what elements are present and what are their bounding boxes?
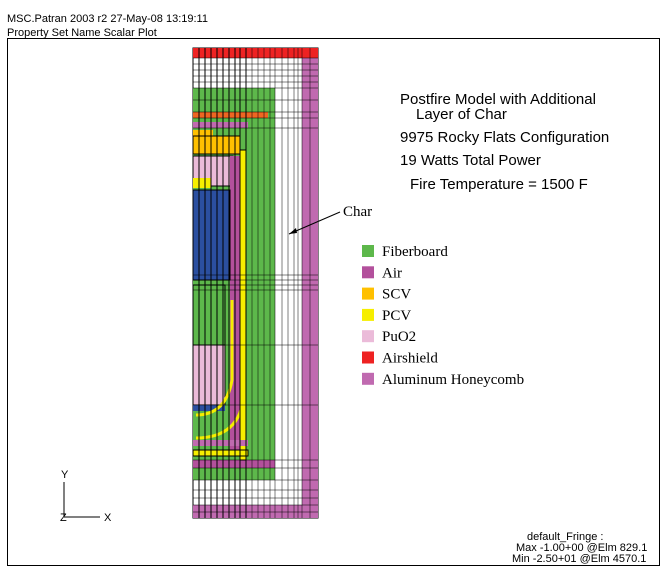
legend-swatch xyxy=(362,330,374,343)
band xyxy=(193,112,268,118)
legend-swatch xyxy=(362,351,374,364)
footer-line: Max -1.00+00 @Elm 829.1 xyxy=(516,542,647,554)
pcv-curve xyxy=(195,300,234,417)
green-block xyxy=(192,284,226,346)
legend-label: Aluminum Honeycomb xyxy=(382,372,524,388)
legend-label: PuO2 xyxy=(382,329,416,345)
axis-label: Y xyxy=(61,469,69,481)
title-line: Fire Temperature = 1500 F xyxy=(410,176,588,193)
pcv-base xyxy=(192,449,249,457)
band xyxy=(193,122,248,128)
axis-label: X xyxy=(104,512,112,524)
legend-label: SCV xyxy=(382,287,411,303)
model xyxy=(192,47,319,519)
header-line: Property Set Name Scalar Plot xyxy=(7,27,157,39)
title-line: Postfire Model with Additional xyxy=(400,91,596,108)
annotation-arrow xyxy=(288,211,341,235)
legend-swatch xyxy=(362,287,374,300)
header-line: MSC.Patran 2003 r2 27-May-08 13:19:11 xyxy=(7,13,208,25)
pcv-curve xyxy=(195,394,246,440)
viewport-frame xyxy=(7,38,660,566)
puo2-block xyxy=(192,344,226,406)
legend-swatch xyxy=(362,245,374,257)
legend-swatch xyxy=(362,308,374,321)
honeycomb-bottom xyxy=(193,505,318,518)
legend-swatch xyxy=(362,372,374,385)
scv-part xyxy=(193,130,213,138)
air-band xyxy=(193,460,275,468)
legend-label: Air xyxy=(382,265,402,281)
title-line: 9975 Rocky Flats Configuration xyxy=(400,129,609,146)
axis-label: Z xyxy=(60,512,67,524)
footer-line: default_Fringe : xyxy=(527,531,603,543)
title-line: 19 Watts Total Power xyxy=(400,152,541,169)
airshield-top xyxy=(193,48,318,58)
pcv-part xyxy=(193,178,211,188)
legend-swatch xyxy=(362,266,374,279)
air-base xyxy=(193,440,248,446)
footer-line: Min -2.50+01 @Elm 4570.1 xyxy=(512,553,646,565)
annotation: Char xyxy=(343,204,372,220)
legend-label: Airshield xyxy=(382,351,438,367)
title-line: Layer of Char xyxy=(416,106,507,123)
blue-strip xyxy=(193,405,225,411)
legend-label: Fiberboard xyxy=(382,244,448,260)
arrow-head xyxy=(289,228,297,234)
legend: Fiberboard Air SCV PCV PuO2 Airshield Aluminum… xyxy=(362,244,524,388)
legend-label: PCV xyxy=(382,308,411,324)
